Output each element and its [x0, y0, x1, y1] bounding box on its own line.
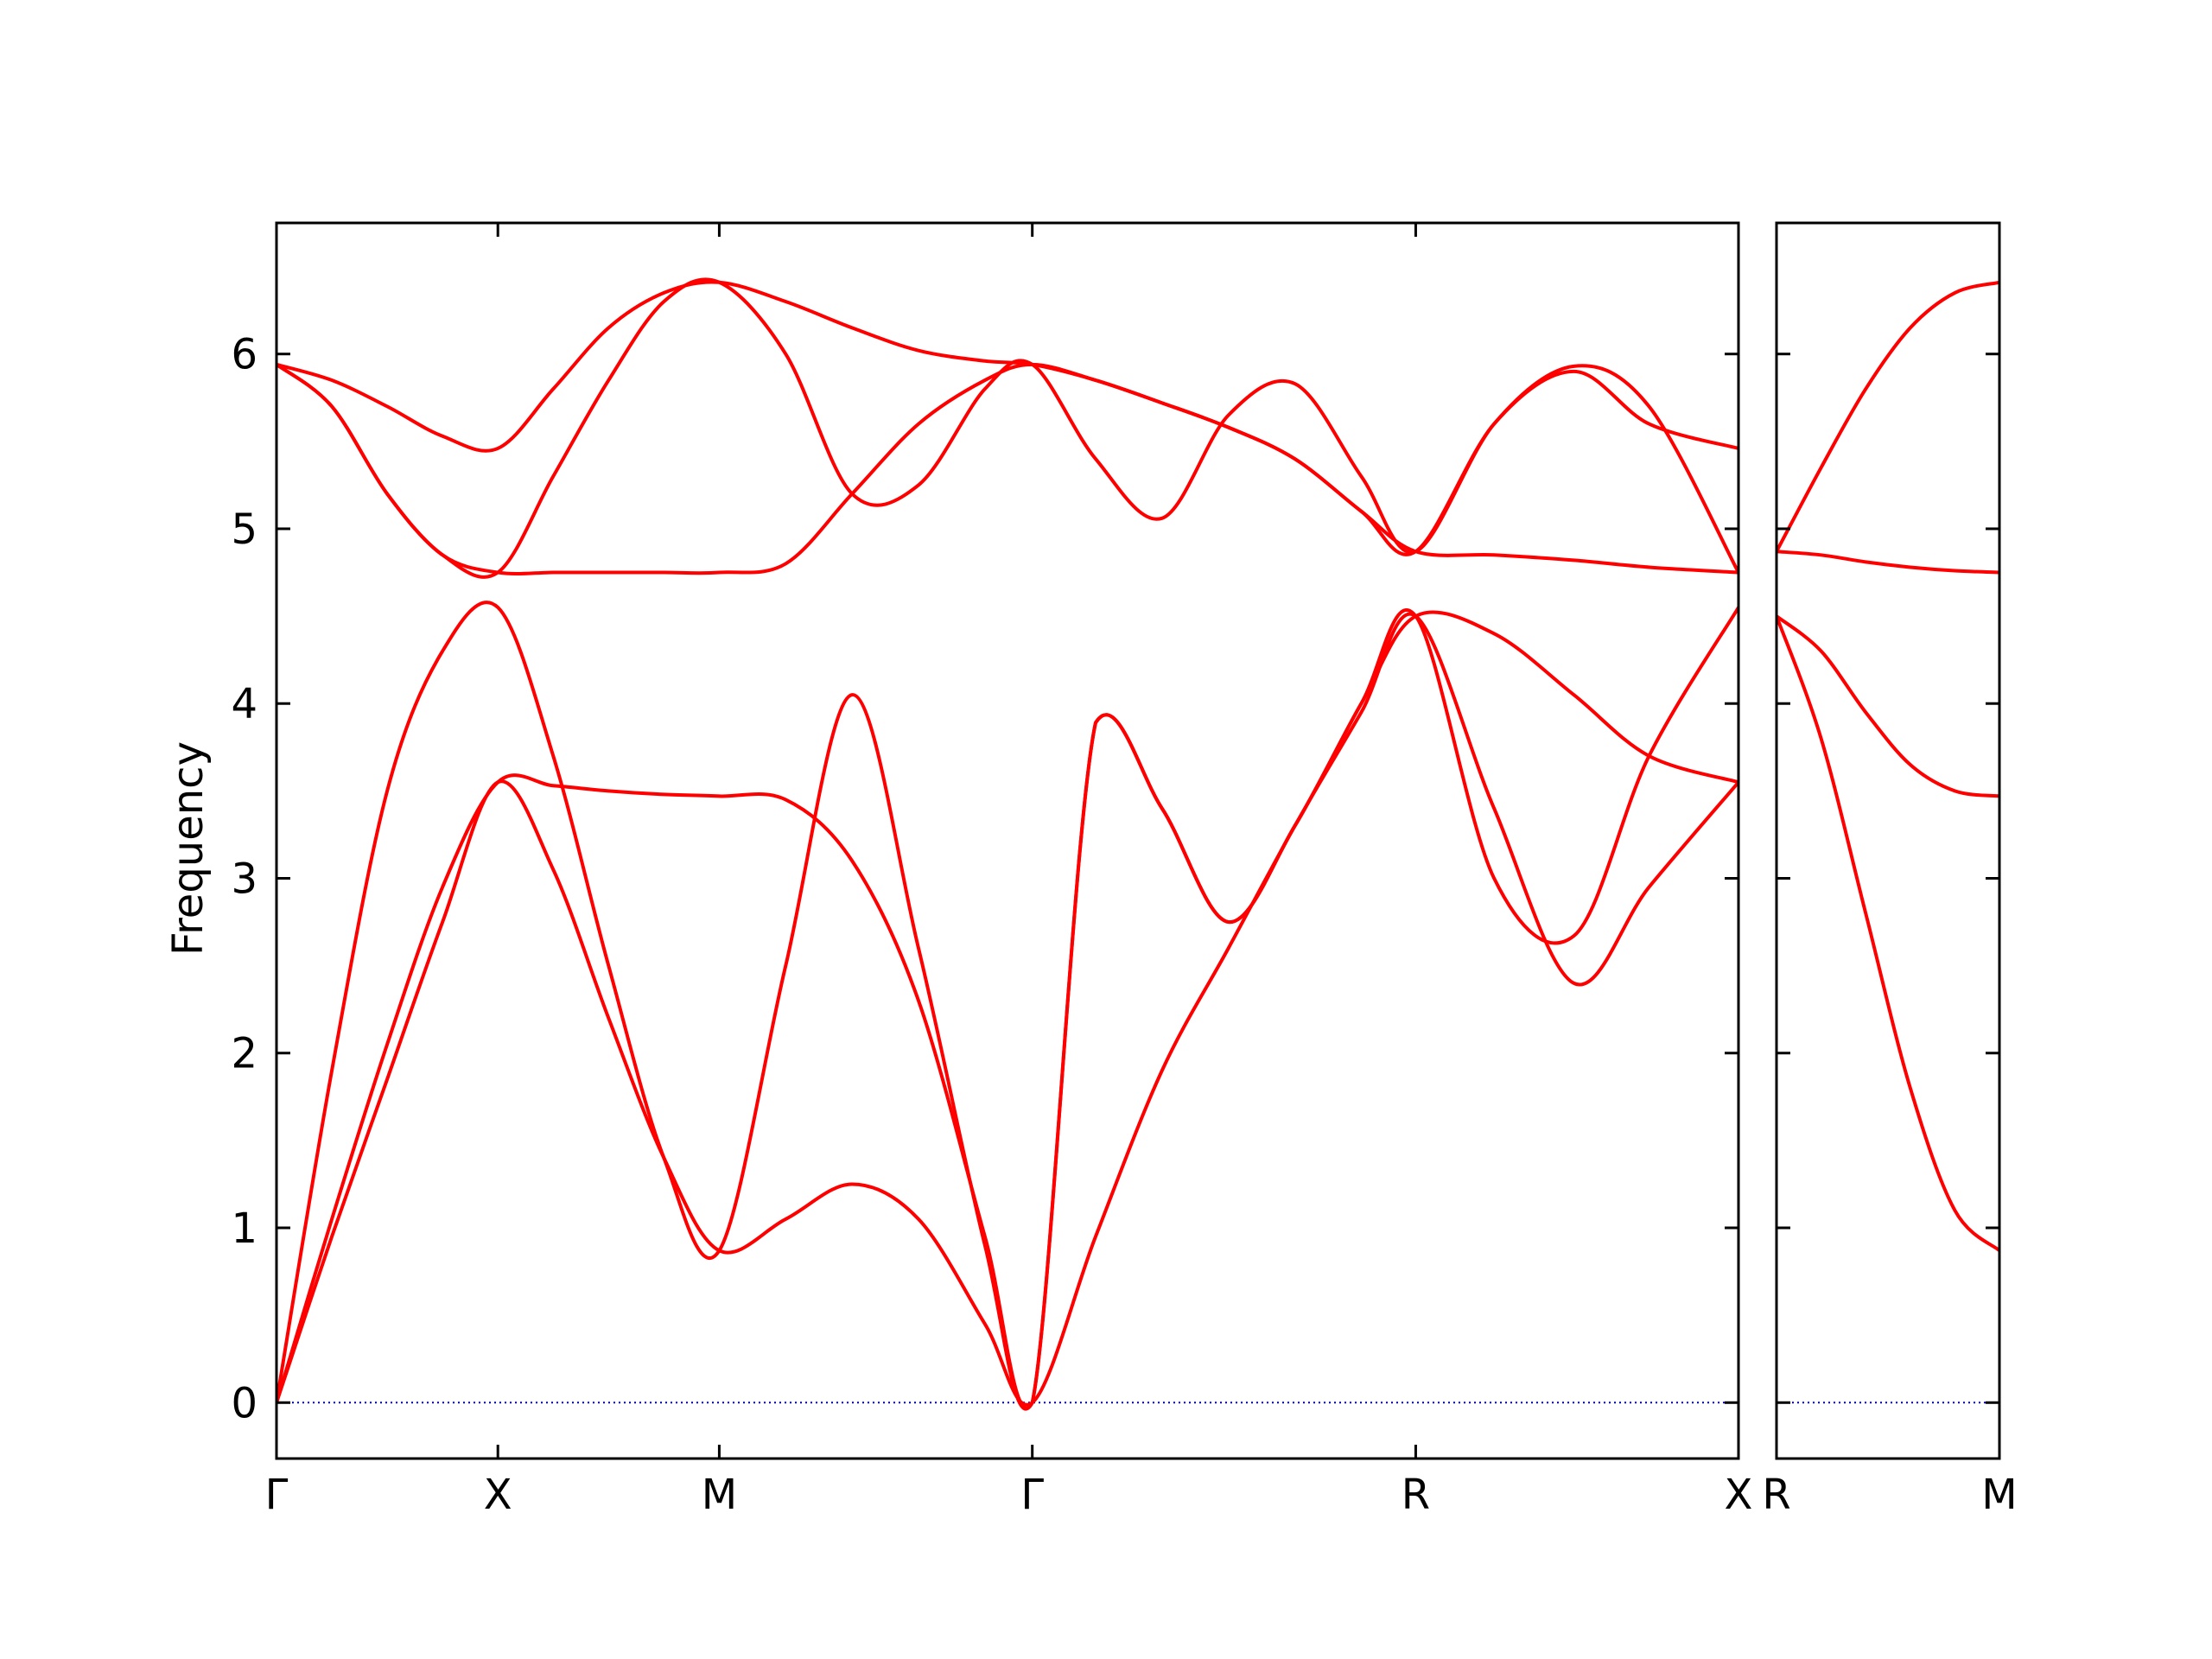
y-tick-label: 4: [231, 680, 257, 728]
panel-1: 0 1 2 3 4 5 6 Γ X M Γ R X: [231, 221, 1753, 1519]
kpoint-label: M: [702, 1471, 737, 1519]
band-3: [1777, 550, 1999, 575]
y-tick-label: 2: [231, 1030, 257, 1078]
band-4: [276, 362, 1738, 576]
kpoint-label: R: [1402, 1471, 1430, 1519]
kpoint-label: X: [484, 1471, 512, 1519]
y-tick-label: 5: [231, 505, 257, 554]
band-1: [1777, 614, 1999, 1253]
kpoint-label: R: [1762, 1471, 1790, 1519]
y-tick-label: 0: [231, 1379, 257, 1427]
bands: [1777, 280, 1999, 1253]
band-1: [276, 612, 1738, 1407]
kpoint-label: Γ: [265, 1471, 289, 1519]
kpoint-label: Γ: [1020, 1471, 1044, 1519]
band-4: [1777, 280, 1999, 554]
panel-frame: [275, 221, 1740, 1460]
bands: [276, 277, 1738, 1411]
band-2: [1777, 614, 1999, 798]
y-tick-label: 3: [231, 855, 257, 903]
y-tick-label: 6: [231, 331, 257, 379]
panel-frame: [1775, 221, 2001, 1460]
band-5: [276, 280, 1738, 556]
y-axis-label: Frequency: [164, 741, 213, 956]
band-3: [276, 610, 1738, 1410]
kpoint-label: M: [1981, 1471, 2017, 1519]
band-2: [276, 601, 1738, 1411]
y-tick-label: 1: [231, 1205, 257, 1253]
kpoint-label: X: [1725, 1471, 1753, 1519]
band-6: [276, 277, 1738, 579]
